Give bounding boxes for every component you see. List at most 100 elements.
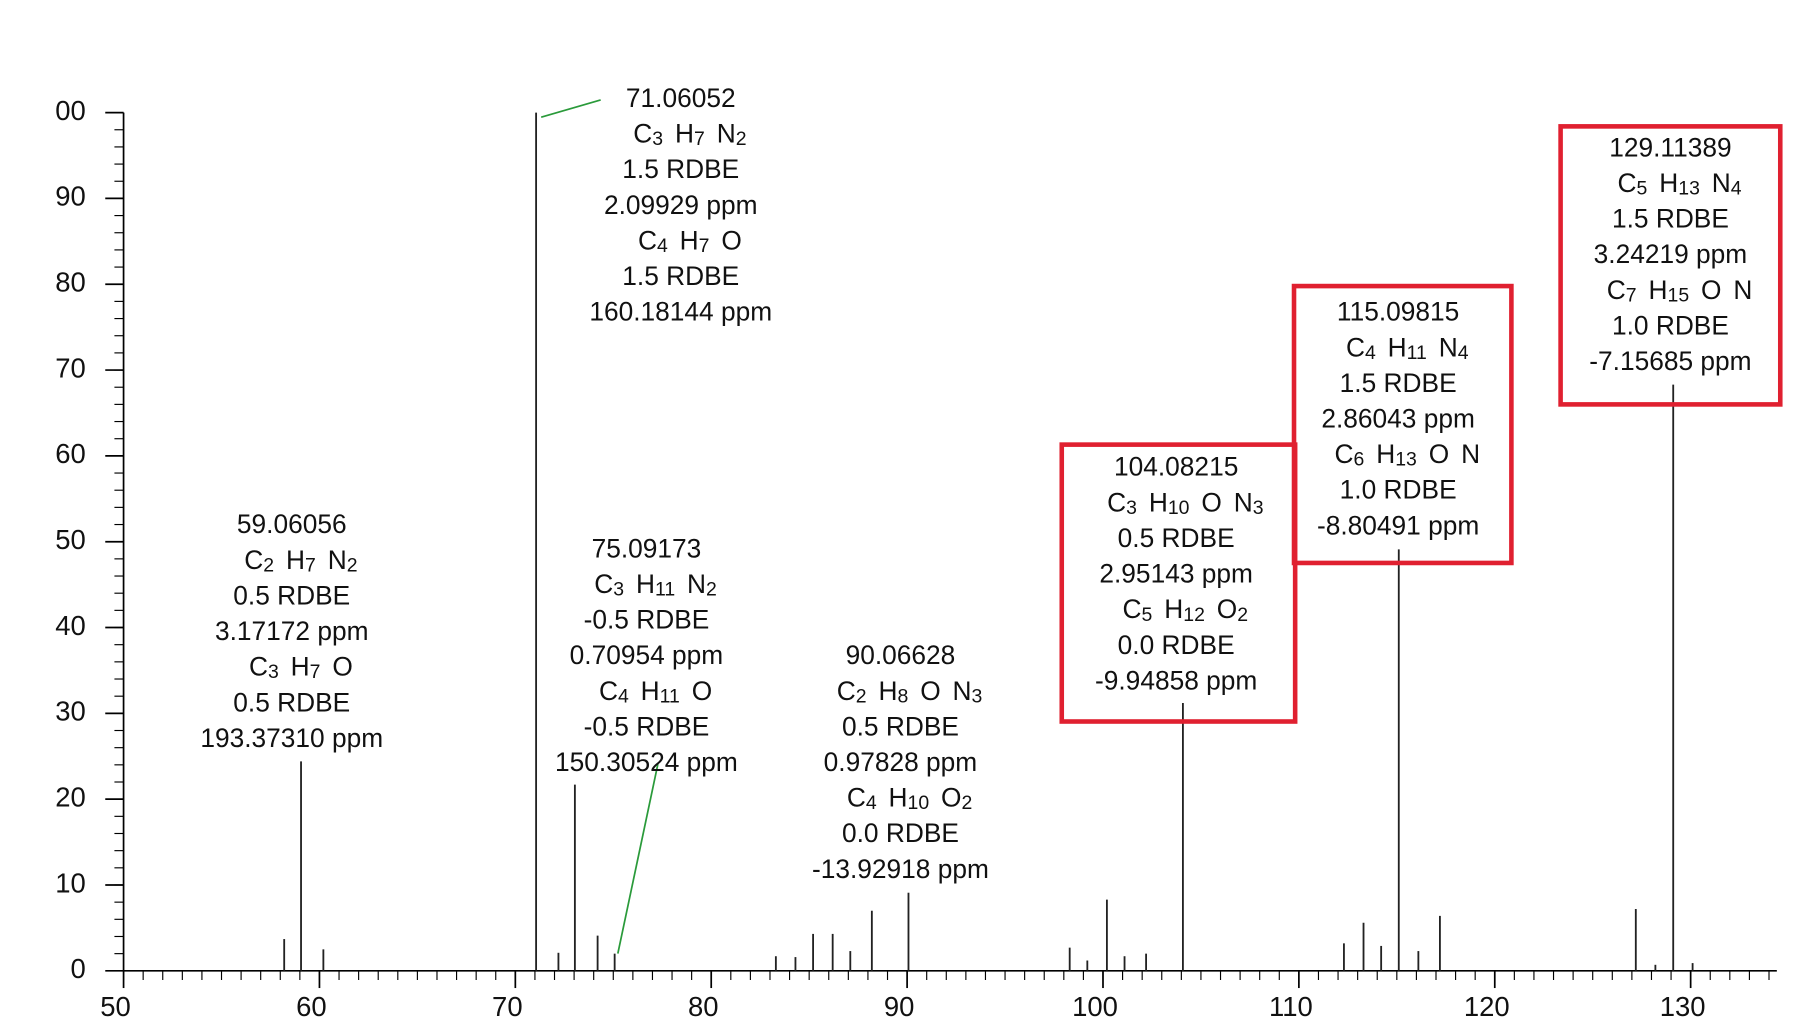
subscript: 2 bbox=[706, 579, 717, 601]
subscript: 3 bbox=[1126, 497, 1137, 519]
y-tick-label: 10 bbox=[55, 867, 86, 898]
subscript: 2 bbox=[347, 555, 358, 577]
subscript: 7 bbox=[305, 555, 316, 577]
y-tick-label: 40 bbox=[55, 610, 86, 641]
element: N bbox=[705, 119, 736, 149]
subscript: 11 bbox=[1407, 342, 1427, 364]
formula: C5 H12 O2 bbox=[1123, 594, 1249, 626]
annotation-box bbox=[1059, 442, 1298, 724]
element: N bbox=[316, 545, 347, 575]
x-tick-label: 80 bbox=[688, 991, 719, 1022]
element: C bbox=[1346, 332, 1365, 362]
annotation-line: 2.09929 ppm bbox=[604, 190, 758, 220]
annotation-line: -9.94858 ppm bbox=[1095, 665, 1257, 695]
annotation-line: -8.80491 ppm bbox=[1317, 510, 1479, 540]
annotation-line: 3.17172 ppm bbox=[215, 616, 369, 646]
element: H bbox=[1376, 332, 1407, 362]
element: H bbox=[1647, 168, 1678, 198]
annotation-mz: 129.11389 bbox=[1609, 132, 1731, 162]
element: C bbox=[1334, 439, 1353, 469]
subscript: 2 bbox=[1237, 604, 1248, 626]
subscript: 13 bbox=[1678, 178, 1700, 200]
annotation-line: 0.5 RDBE bbox=[233, 580, 350, 610]
element: C bbox=[249, 652, 268, 682]
annotation-line: 2.95143 ppm bbox=[1099, 559, 1253, 589]
subscript: 10 bbox=[1168, 497, 1190, 519]
subscript: 3 bbox=[613, 579, 624, 601]
annotation-mz: 59.06056 bbox=[237, 509, 347, 539]
element: C bbox=[1107, 487, 1126, 517]
x-tick-label: 100 bbox=[1072, 991, 1118, 1022]
annotation-line: -0.5 RDBE bbox=[584, 711, 710, 741]
subscript: 10 bbox=[908, 792, 930, 814]
element: C bbox=[633, 119, 652, 149]
subscript: 12 bbox=[1183, 604, 1205, 626]
subscript: 4 bbox=[1731, 178, 1742, 200]
annotation-line: 1.5 RDBE bbox=[622, 261, 739, 291]
element: H bbox=[624, 569, 655, 599]
annotation-line: 1.5 RDBE bbox=[1340, 368, 1457, 398]
formula: C7 H15 O N bbox=[1607, 275, 1753, 307]
annotation-line: 1.0 RDBE bbox=[1340, 475, 1457, 505]
y-tick-label: 70 bbox=[55, 352, 86, 383]
subscript: 5 bbox=[1637, 178, 1648, 200]
element: N bbox=[1700, 168, 1731, 198]
annotation-line: 3.24219 ppm bbox=[1594, 239, 1748, 269]
element: O bbox=[710, 225, 742, 255]
annotation-line: 2.86043 ppm bbox=[1321, 403, 1475, 433]
y-tick-label: 90 bbox=[55, 181, 86, 212]
subscript: 3 bbox=[972, 686, 983, 708]
element: N bbox=[1427, 332, 1458, 362]
subscript: 2 bbox=[263, 555, 274, 577]
element: N bbox=[675, 569, 706, 599]
y-tick-label: 80 bbox=[55, 266, 86, 297]
element: C bbox=[847, 783, 866, 813]
element: O N bbox=[1189, 487, 1252, 517]
element: H bbox=[668, 225, 699, 255]
y-tick-label: 60 bbox=[55, 438, 86, 469]
subscript: 4 bbox=[866, 792, 877, 814]
element: H bbox=[1637, 275, 1668, 305]
element: C bbox=[1618, 168, 1637, 198]
formula: C3 H7 N2 bbox=[633, 119, 746, 151]
element: H bbox=[1364, 439, 1395, 469]
element: O bbox=[1205, 594, 1237, 624]
element: O bbox=[680, 676, 712, 706]
element: O bbox=[929, 783, 961, 813]
annotation-mz: 90.06628 bbox=[846, 640, 956, 670]
element: O bbox=[320, 652, 352, 682]
subscript: 15 bbox=[1668, 285, 1690, 307]
element: C bbox=[837, 676, 856, 706]
annotation-line: 1.5 RDBE bbox=[1612, 204, 1729, 234]
subscript: 4 bbox=[657, 235, 668, 257]
annotation-mz: 71.06052 bbox=[626, 83, 736, 113]
y-tick-label: 00 bbox=[55, 95, 86, 126]
element: H bbox=[663, 119, 694, 149]
element: C bbox=[638, 225, 657, 255]
x-tick-label: 50 bbox=[100, 991, 131, 1022]
x-tick-label: 120 bbox=[1464, 991, 1510, 1022]
formula: C2 H8 O N3 bbox=[837, 676, 983, 708]
annotation-line: 0.0 RDBE bbox=[842, 818, 959, 848]
annotation-line: 0.97828 ppm bbox=[824, 747, 978, 777]
annotation-box bbox=[1291, 283, 1514, 566]
connector bbox=[616, 763, 659, 954]
connector bbox=[540, 99, 601, 119]
subscript: 4 bbox=[1365, 342, 1376, 364]
subscript: 2 bbox=[736, 128, 747, 150]
element: O N bbox=[908, 676, 971, 706]
y-tick-label: 30 bbox=[55, 696, 86, 727]
annotation-line: 0.70954 ppm bbox=[570, 640, 724, 670]
annotation-line: 0.0 RDBE bbox=[1118, 630, 1235, 660]
formula: C4 H10 O2 bbox=[847, 783, 973, 815]
y-tick-label: 0 bbox=[71, 953, 86, 984]
x-tick-label: 130 bbox=[1660, 991, 1706, 1022]
annotation-line: 160.18144 ppm bbox=[589, 297, 772, 327]
annotation-line: 150.30524 ppm bbox=[555, 747, 738, 777]
subscript: 4 bbox=[1458, 342, 1469, 364]
subscript: 5 bbox=[1142, 604, 1153, 626]
y-tick-label: 20 bbox=[55, 781, 86, 812]
subscript: 2 bbox=[856, 686, 867, 708]
